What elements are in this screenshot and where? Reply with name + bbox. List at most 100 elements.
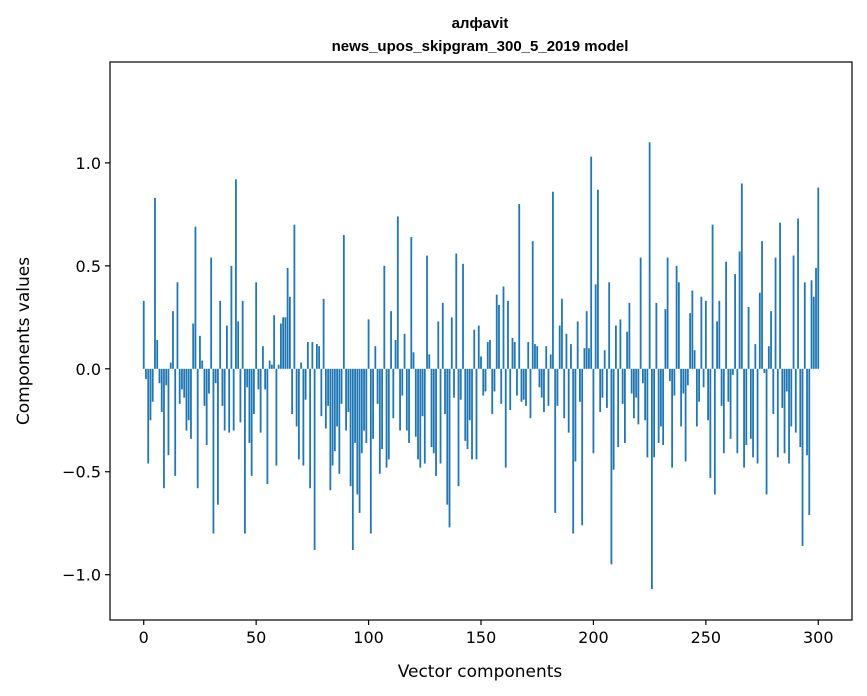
bar-component-44 (241, 300, 244, 369)
bar-component-192 (574, 368, 577, 462)
bar-component-259 (725, 261, 727, 369)
bar-component-250 (704, 300, 707, 369)
bar-component-80 (322, 298, 325, 369)
bar-component-196 (583, 348, 586, 369)
bar-component-294 (803, 282, 806, 369)
bar-component-263 (734, 274, 736, 369)
bar-component-274 (758, 292, 761, 369)
bar-component-260 (727, 368, 730, 402)
bar-component-161 (504, 368, 507, 468)
bar-component-251 (707, 368, 709, 421)
bar-component-282 (776, 368, 779, 458)
bar-component-78 (318, 346, 321, 369)
bar-component-177 (540, 368, 543, 398)
bar-component-289 (792, 255, 795, 369)
bar-component-175 (536, 346, 539, 369)
bar-component-249 (702, 368, 705, 388)
bar-component-279 (770, 311, 772, 369)
bar-component-215 (626, 331, 629, 369)
bar-component-0 (142, 300, 145, 369)
bar-component-122 (417, 368, 419, 460)
bar-component-81 (324, 368, 327, 429)
bar-component-59 (275, 368, 278, 466)
bar-component-182 (552, 191, 554, 369)
bar-component-155 (491, 368, 494, 415)
bar-component-69 (297, 368, 300, 460)
bar-component-58 (273, 315, 276, 369)
bar-component-239 (680, 368, 683, 427)
bar-component-86 (336, 368, 338, 427)
bar-component-41 (235, 179, 237, 369)
bar-component-112 (394, 339, 397, 369)
bar-component-109 (387, 368, 390, 460)
bar-component-7 (158, 368, 161, 384)
bar-component-9 (163, 368, 165, 489)
bar-component-288 (790, 368, 793, 427)
bar-component-246 (695, 368, 698, 427)
bar-component-128 (430, 368, 433, 448)
bar-component-236 (673, 368, 676, 396)
bar-component-185 (558, 325, 561, 369)
bar-component-117 (405, 368, 408, 431)
bar-component-234 (668, 368, 671, 382)
bar-component-208 (610, 368, 613, 565)
bar-component-184 (556, 368, 559, 406)
bar-component-63 (284, 317, 287, 369)
bar-component-87 (338, 368, 341, 474)
bar-component-137 (450, 317, 453, 369)
bar-component-271 (752, 368, 754, 458)
bar-component-204 (601, 368, 604, 398)
y-tick-label: 1.0 (76, 154, 101, 173)
bar-component-129 (432, 368, 435, 454)
bar-component-8 (160, 368, 163, 413)
bar-component-31 (212, 368, 215, 534)
bar-component-152 (484, 368, 487, 392)
bar-component-171 (527, 342, 530, 369)
bar-component-261 (729, 368, 732, 439)
bar-component-218 (633, 368, 635, 419)
bar-component-40 (232, 368, 235, 431)
bar-component-205 (603, 350, 606, 369)
bar-component-269 (747, 307, 750, 369)
bar-component-68 (295, 368, 298, 427)
bar-component-203 (599, 368, 602, 413)
bar-component-141 (459, 368, 462, 400)
bar-component-209 (612, 368, 615, 470)
bar-component-281 (774, 257, 777, 369)
bar-component-149 (477, 325, 480, 369)
bar-component-131 (437, 321, 440, 369)
bar-component-22 (192, 323, 195, 369)
bar-component-189 (567, 368, 570, 433)
bar-component-26 (201, 360, 204, 369)
bar-component-197 (585, 311, 588, 369)
bar-component-138 (453, 368, 455, 398)
bar-component-300 (817, 187, 820, 369)
bar-component-11 (167, 368, 170, 456)
bar-component-34 (219, 300, 222, 369)
bar-component-61 (279, 323, 282, 369)
bar-component-226 (650, 368, 653, 590)
bar-component-188 (565, 333, 568, 369)
bar-component-3 (149, 368, 152, 421)
bar-component-242 (686, 368, 689, 386)
bar-component-35 (221, 368, 224, 406)
bar-component-12 (169, 362, 172, 369)
chart-title: алфavit (452, 15, 509, 32)
bar-component-276 (763, 368, 766, 373)
bar-component-176 (538, 368, 541, 388)
bar-component-30 (210, 257, 213, 369)
bar-component-216 (628, 302, 631, 369)
bar-component-277 (765, 368, 768, 495)
bar-component-295 (806, 368, 808, 456)
bar-component-43 (239, 368, 242, 423)
bar-component-134 (444, 368, 446, 415)
bar-component-102 (372, 368, 374, 439)
bar-component-5 (154, 197, 156, 369)
bar-component-139 (455, 253, 458, 369)
bar-component-76 (313, 368, 316, 550)
x-tick-label: 0 (139, 628, 149, 647)
bar-component-181 (549, 354, 552, 369)
bar-component-186 (561, 298, 563, 369)
bar-component-298 (812, 296, 815, 369)
bar-component-225 (648, 142, 651, 369)
